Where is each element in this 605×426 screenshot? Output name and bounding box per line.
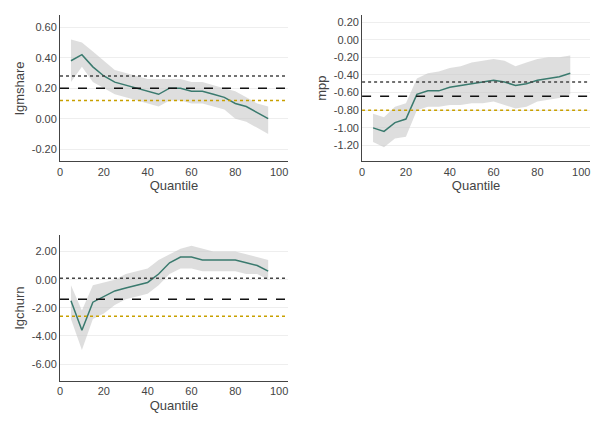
svg-text:20: 20 <box>98 166 110 178</box>
svg-text:40: 40 <box>142 385 154 397</box>
svg-text:-0.80: -0.80 <box>334 104 359 116</box>
svg-text:mpp: mpp <box>314 76 329 101</box>
svg-text:0: 0 <box>57 385 63 397</box>
svg-text:60: 60 <box>487 166 499 178</box>
svg-text:-1.20: -1.20 <box>334 139 359 151</box>
svg-text:0.00: 0.00 <box>337 34 358 46</box>
svg-text:100: 100 <box>270 166 288 178</box>
svg-text:60: 60 <box>185 166 197 178</box>
svg-text:lgmshare: lgmshare <box>12 61 27 114</box>
svg-text:0: 0 <box>359 166 365 178</box>
svg-text:lgchurn: lgchurn <box>12 286 27 329</box>
svg-text:40: 40 <box>444 166 456 178</box>
svg-text:-0.40: -0.40 <box>334 69 359 81</box>
svg-text:2.00: 2.00 <box>35 245 56 257</box>
svg-text:-6.00: -6.00 <box>32 358 57 370</box>
svg-text:60: 60 <box>185 385 197 397</box>
svg-text:Quantile: Quantile <box>150 178 198 193</box>
svg-text:20: 20 <box>400 166 412 178</box>
svg-text:0.60: 0.60 <box>35 21 56 33</box>
svg-text:80: 80 <box>531 166 543 178</box>
svg-text:-1.00: -1.00 <box>334 122 359 134</box>
svg-text:80: 80 <box>229 385 241 397</box>
svg-text:0.20: 0.20 <box>35 82 56 94</box>
svg-text:100: 100 <box>572 166 590 178</box>
svg-text:0: 0 <box>57 166 63 178</box>
svg-text:0.00: 0.00 <box>35 274 56 286</box>
svg-text:0.20: 0.20 <box>337 16 358 28</box>
svg-text:0.00: 0.00 <box>35 113 56 125</box>
svg-text:Quantile: Quantile <box>150 398 198 413</box>
svg-text:80: 80 <box>229 166 241 178</box>
svg-text:-0.20: -0.20 <box>334 51 359 63</box>
svg-text:-0.60: -0.60 <box>334 86 359 98</box>
svg-text:-0.20: -0.20 <box>32 143 57 155</box>
svg-text:40: 40 <box>142 166 154 178</box>
svg-text:100: 100 <box>270 385 288 397</box>
svg-text:20: 20 <box>98 385 110 397</box>
svg-text:-4.00: -4.00 <box>32 330 57 342</box>
svg-text:-2.00: -2.00 <box>32 302 57 314</box>
svg-text:Quantile: Quantile <box>452 178 500 193</box>
svg-text:0.40: 0.40 <box>35 52 56 64</box>
